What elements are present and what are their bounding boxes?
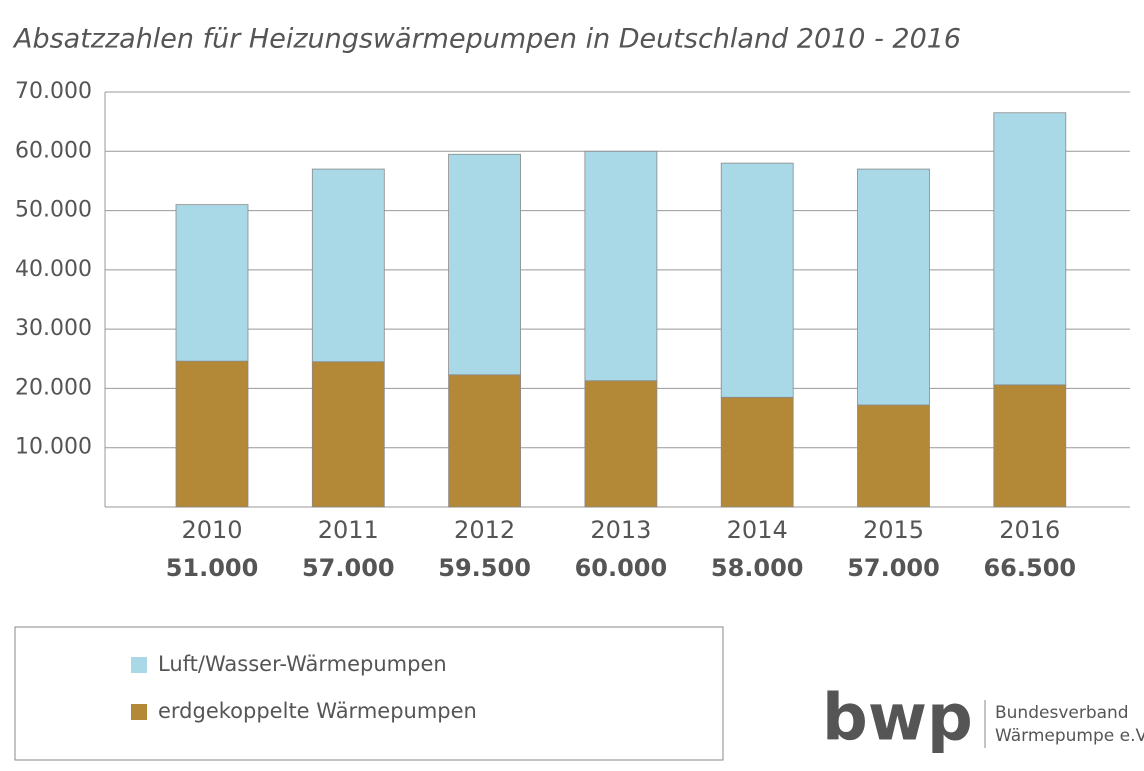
bar-segment — [584, 380, 658, 508]
x-tick-label: 2011 — [318, 516, 379, 544]
x-tick-label: 2014 — [727, 516, 788, 544]
total-label: 59.500 — [438, 554, 531, 582]
legend-label: erdgekoppelte Wärmepumpen — [158, 699, 477, 723]
logo-text: Bundesverband — [995, 703, 1129, 723]
y-tick-label: 10.000 — [15, 435, 92, 460]
total-label: 66.500 — [983, 554, 1076, 582]
x-tick-label: 2010 — [181, 516, 242, 544]
y-tick-label: 70.000 — [15, 79, 92, 104]
bar-segment — [720, 396, 794, 508]
legend-swatch — [131, 657, 147, 673]
total-label: 57.000 — [847, 554, 940, 582]
bar-segment — [993, 384, 1067, 508]
total-label: 57.000 — [302, 554, 395, 582]
x-tick-label: 2015 — [863, 516, 924, 544]
total-label: 58.000 — [711, 554, 804, 582]
total-label: 51.000 — [166, 554, 259, 582]
bar-segment — [175, 204, 249, 362]
bar-segment — [175, 360, 249, 508]
y-tick-label: 20.000 — [15, 375, 92, 400]
legend-label: Luft/Wasser-Wärmepumpen — [158, 652, 447, 676]
x-tick-label: 2013 — [590, 516, 651, 544]
y-tick-label: 60.000 — [15, 138, 92, 163]
y-tick-label: 50.000 — [15, 198, 92, 223]
y-tick-label: 30.000 — [15, 316, 92, 341]
bar-segment — [857, 404, 930, 508]
y-tick-label: 40.000 — [15, 257, 92, 282]
bar-segment — [584, 150, 658, 382]
bar-segment — [993, 112, 1067, 386]
x-tick-label: 2016 — [999, 516, 1060, 544]
logo-text: Wärmepumpe e.V. — [995, 726, 1144, 746]
chart-title: Absatzzahlen für Heizungswärmepumpen in … — [12, 24, 961, 55]
legend-box — [14, 626, 724, 761]
bar-segment — [448, 153, 522, 376]
x-tick-label: 2012 — [454, 516, 515, 544]
bar-segment — [720, 162, 794, 398]
legend-swatch — [131, 704, 147, 720]
bar-segment — [857, 168, 930, 406]
legend: Luft/Wasser-Wärmepumpen erdgekoppelte Wär… — [131, 652, 477, 723]
logo-mark: bwp — [822, 682, 973, 756]
bar-segment — [311, 361, 385, 508]
bar-segment — [311, 168, 385, 363]
total-label: 60.000 — [575, 554, 668, 582]
bar-segment — [448, 374, 522, 508]
